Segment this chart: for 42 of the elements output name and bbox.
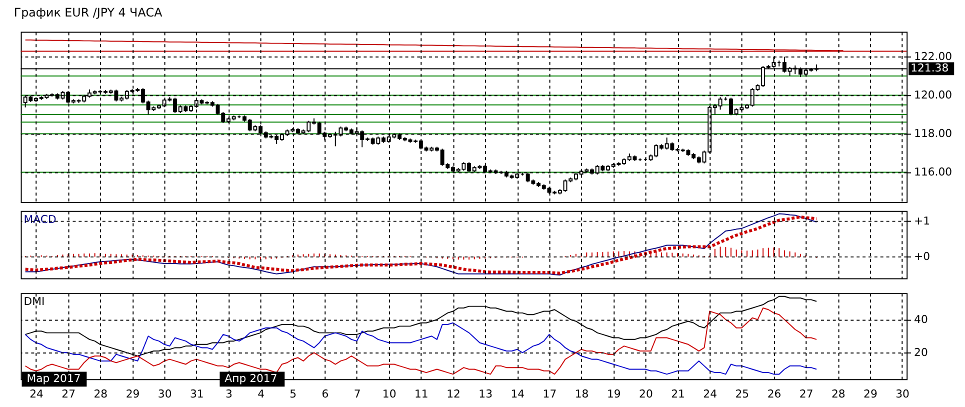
x-tick-label: 27 (62, 387, 76, 400)
x-tick-label: 14 (510, 387, 525, 400)
x-tick-label: 13 (478, 387, 493, 400)
x-tick-label: 29 (126, 387, 140, 400)
chart-title: График EUR /JPY 4 ЧАСА (14, 5, 164, 20)
x-tick-label: 28 (831, 387, 846, 400)
y-tick-label: 20 (914, 346, 928, 360)
chart-title: DMI (24, 294, 45, 308)
x-tick-label: 24 (30, 387, 44, 400)
x-tick-label: 4 (258, 387, 265, 400)
y-tick-label: 122.00 (914, 50, 952, 64)
annotation: Апр 2017 (224, 372, 278, 386)
x-tick-label: 6 (322, 387, 329, 400)
x-tick-label: 25 (735, 387, 750, 400)
x-tick-label: 20 (639, 387, 653, 400)
x-tick-label: 3 (226, 387, 233, 400)
x-tick-label: 30 (896, 387, 910, 400)
x-tick-label: 31 (190, 387, 204, 400)
x-tick-label: 17 (542, 387, 557, 400)
y-tick-label: 116.00 (914, 166, 952, 179)
x-tick-label: 24 (703, 387, 718, 400)
y-tick-label: 118.00 (914, 127, 952, 140)
x-tick-label: 7 (354, 387, 361, 400)
x-tick-label: 27 (799, 387, 814, 400)
y-tick-label: 40 (914, 313, 928, 326)
x-tick-label: 26 (767, 387, 782, 400)
x-tick-label: 10 (382, 387, 396, 400)
x-tick-label: 29 (864, 387, 878, 400)
y-tick-label: +1 (914, 214, 930, 228)
x-tick-label: 12 (446, 387, 460, 400)
x-tick-label: 5 (290, 387, 297, 400)
x-tick-label: 19 (606, 387, 621, 400)
x-tick-label: 21 (671, 387, 685, 400)
annotation: Мар 2017 (26, 372, 81, 386)
chart-title: MACD (24, 212, 56, 226)
x-tick-label: 18 (574, 387, 589, 400)
y-tick-label: 120.00 (914, 88, 952, 102)
x-tick-label: 28 (94, 387, 108, 400)
ref-line-label: 121.38 (910, 62, 949, 75)
x-tick-label: 11 (414, 387, 428, 400)
x-tick-label: 30 (158, 387, 172, 400)
y-tick-label: +0 (914, 250, 930, 264)
